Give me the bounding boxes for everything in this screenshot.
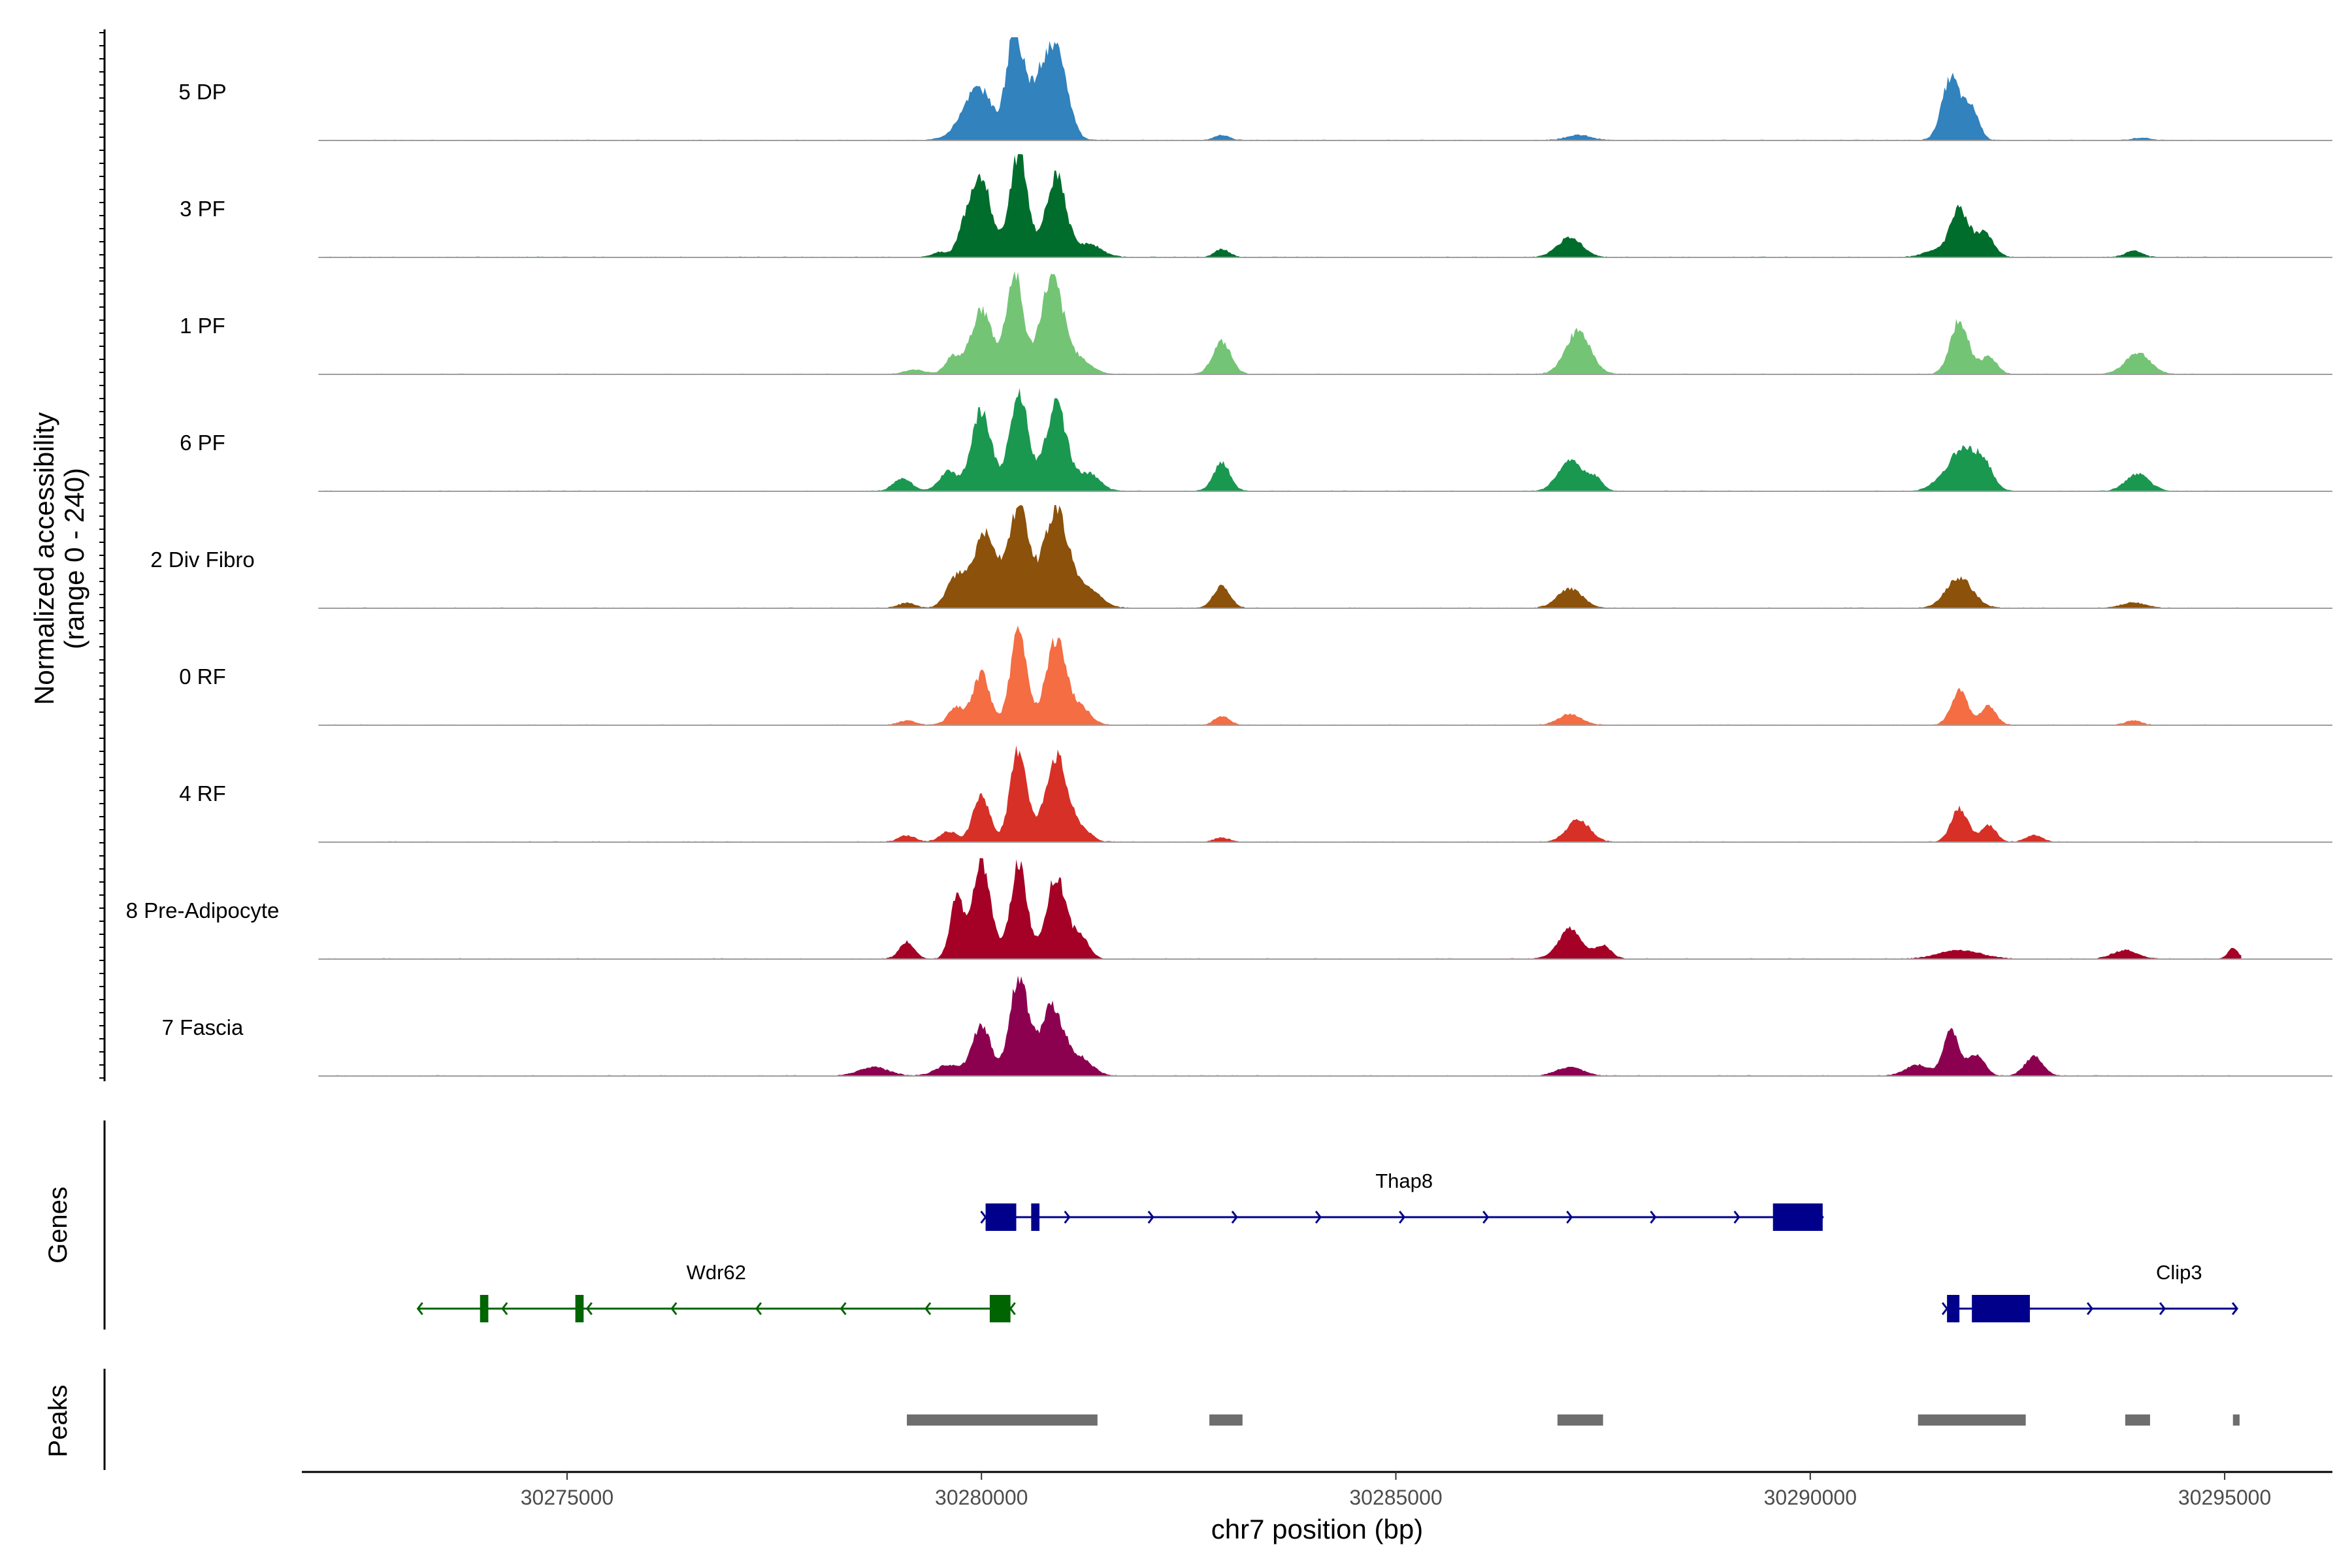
x-axis-title: chr7 position (bp) xyxy=(1211,1514,1424,1544)
track-1: 5 DP xyxy=(178,37,2332,141)
track-8: 8 Pre-Adipocyte xyxy=(126,858,2332,960)
peak-region xyxy=(1557,1414,1603,1426)
y-axis-title: Normalized accessibility xyxy=(29,412,59,705)
gene-strand-arrow xyxy=(840,1302,847,1315)
gene-strand-arrow xyxy=(416,1302,423,1315)
gene-label: Clip3 xyxy=(2156,1261,2202,1284)
gene-strand-arrow xyxy=(1482,1211,1490,1224)
gene-exon xyxy=(1031,1203,1040,1231)
gene-thap8: Thap8 xyxy=(980,1169,1824,1231)
track-3: 1 PF xyxy=(180,271,2332,375)
gene-strand-arrow xyxy=(1566,1211,1573,1224)
peak-region xyxy=(1918,1414,2026,1426)
gene-strand-arrow xyxy=(755,1302,762,1315)
x-axis-tick-label: 30280000 xyxy=(935,1486,1028,1509)
x-axis-ticks: 30275000 30280000 30285000 30290000 30295000 xyxy=(521,1472,2271,1509)
track-4: 6 PF xyxy=(180,388,2332,492)
gene-exon xyxy=(985,1203,1017,1231)
peak-region xyxy=(907,1414,1098,1426)
x-axis-tick-label: 30275000 xyxy=(521,1486,613,1509)
gene-strand-arrow xyxy=(670,1302,678,1315)
track-2: 3 PF xyxy=(180,154,2332,258)
gene-strand-arrow xyxy=(2086,1302,2094,1315)
track-label: 2 Div Fibro xyxy=(150,547,255,572)
genes-panel-title: Genes xyxy=(44,1186,73,1264)
gene-exon xyxy=(1972,1295,2030,1322)
y-axis-range: (range 0 - 240) xyxy=(59,468,90,649)
gene-exon xyxy=(989,1295,1011,1322)
gene-strand-arrow xyxy=(1315,1211,1322,1224)
x-axis-tick-label: 30290000 xyxy=(1764,1486,1857,1509)
gene-strand-arrow xyxy=(1231,1211,1238,1224)
gene-exon xyxy=(480,1295,489,1322)
track-label: 3 PF xyxy=(180,197,225,221)
gene-strand-arrow xyxy=(2159,1302,2166,1315)
peak-region xyxy=(1209,1414,1243,1426)
gene-strand-arrow xyxy=(501,1302,508,1315)
track-label: 5 DP xyxy=(178,80,226,104)
peaks-panel xyxy=(907,1414,2240,1426)
gene-strand-arrow xyxy=(924,1302,932,1315)
gene-strand-arrow xyxy=(1147,1211,1154,1224)
peak-region xyxy=(2125,1414,2150,1426)
coverage-y-axis-ticks xyxy=(99,32,105,1079)
track-label: 1 PF xyxy=(180,314,225,338)
gene-wdr62: Wdr62 xyxy=(416,1261,1016,1322)
x-axis-tick-label: 30285000 xyxy=(1349,1486,1442,1509)
gene-exon xyxy=(1772,1203,1823,1231)
track-7: 4 RF xyxy=(179,745,2332,843)
track-label: 7 Fascia xyxy=(162,1015,244,1039)
track-label: 4 RF xyxy=(179,781,226,806)
x-axis-tick-label: 30295000 xyxy=(2178,1486,2271,1509)
track-label: 0 RF xyxy=(179,664,226,689)
gene-strand-arrow xyxy=(1064,1211,1071,1224)
peak-region xyxy=(2232,1414,2240,1426)
coverage-tracks: 5 DP 3 PF 1 PF 6 PF 2 Div Fibro 0 RF 4 RF 8 Pre… xyxy=(126,37,2332,1077)
track-9: 7 Fascia xyxy=(162,975,2332,1077)
gene-annotation-panel: Thap8 Wdr62 Clip3 xyxy=(416,1169,2239,1322)
gene-strand-arrow xyxy=(1399,1211,1406,1224)
gene-clip3: Clip3 xyxy=(1941,1261,2239,1322)
gene-exon xyxy=(1947,1295,1960,1322)
gene-strand-arrow xyxy=(2231,1302,2239,1315)
peaks-panel-title: Peaks xyxy=(44,1384,73,1457)
gene-exon xyxy=(575,1295,584,1322)
track-5: 2 Div Fibro xyxy=(150,505,2332,609)
gene-strand-arrow xyxy=(1733,1211,1740,1224)
gene-label: Wdr62 xyxy=(687,1261,746,1284)
track-6: 0 RF xyxy=(179,625,2332,726)
track-label: 6 PF xyxy=(180,431,225,455)
gene-strand-arrow xyxy=(585,1302,593,1315)
gene-strand-arrow xyxy=(1650,1211,1657,1224)
track-label: 8 Pre-Adipocyte xyxy=(126,898,280,923)
gene-label: Thap8 xyxy=(1375,1169,1433,1192)
